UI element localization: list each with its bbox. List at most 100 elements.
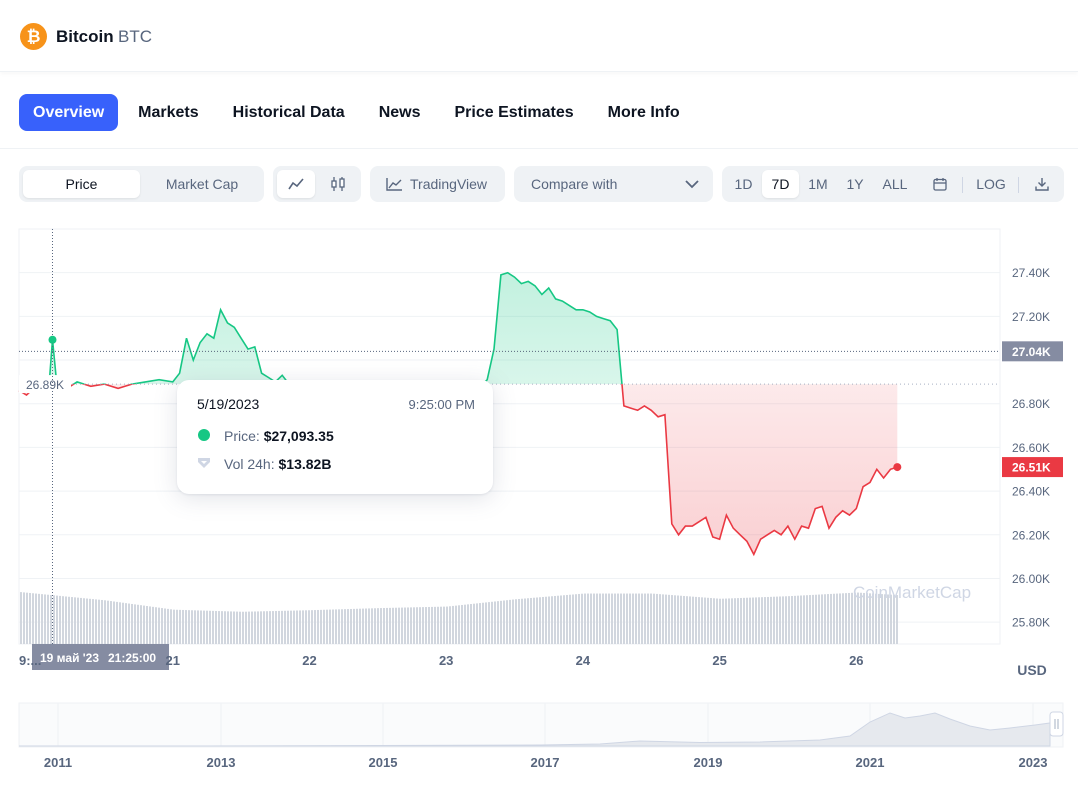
- volume-bar: [791, 595, 793, 644]
- volume-bar: [119, 602, 121, 644]
- volume-bar: [218, 611, 220, 644]
- tab-more-info[interactable]: More Info: [607, 104, 680, 121]
- volume-bar: [275, 610, 277, 644]
- volume-bar: [557, 595, 559, 644]
- volume-bar: [443, 606, 445, 644]
- volume-bar: [785, 596, 787, 644]
- volume-bar: [668, 594, 670, 644]
- line-chart-icon: [288, 178, 304, 190]
- volume-bar: [248, 611, 250, 644]
- price-lines: [18, 271, 898, 557]
- volume-bar: [161, 608, 163, 644]
- range-1d-button[interactable]: 1D: [734, 176, 753, 192]
- price-marketcap-toggle: Price Market Cap: [19, 166, 264, 202]
- price-toggle-button[interactable]: Price: [23, 170, 140, 198]
- volume-bar: [713, 598, 715, 644]
- volume-bar: [209, 610, 211, 644]
- volume-bar: [734, 598, 736, 644]
- tab-historical-data[interactable]: Historical Data: [232, 104, 345, 121]
- volume-bar: [245, 611, 247, 644]
- volume-bar: [113, 601, 115, 644]
- volume-bar: [461, 604, 463, 644]
- volume-bar: [881, 594, 883, 644]
- volume-bar: [287, 610, 289, 644]
- volume-bar: [470, 604, 472, 644]
- range-navigator[interactable]: 2011 2013 2015 2017 2019 2021 2023: [0, 700, 1078, 780]
- volume-bar: [203, 610, 205, 644]
- volume-bar: [356, 608, 358, 644]
- volume-bar: [671, 595, 673, 644]
- log-scale-button[interactable]: LOG: [976, 176, 1006, 192]
- volume-bar: [416, 607, 418, 644]
- volume-bar: [188, 610, 190, 644]
- navigator-svg[interactable]: 2011 2013 2015 2017 2019 2021 2023: [0, 700, 1078, 780]
- volume-bar: [581, 593, 583, 644]
- download-button[interactable]: [1026, 170, 1058, 198]
- volume-bar: [368, 608, 370, 644]
- y-tick-label: 27.40K: [1012, 266, 1050, 280]
- volume-bar: [722, 598, 724, 644]
- tab-markets[interactable]: Markets: [138, 104, 199, 121]
- volume-bar: [197, 610, 199, 644]
- compare-with-dropdown[interactable]: Compare with: [514, 166, 713, 202]
- tooltip-price-value: $27,093.35: [263, 428, 334, 444]
- tab-price-estimates[interactable]: Price Estimates: [454, 104, 574, 121]
- time-range-selector: 1D 7D 1M 1Y ALL LOG: [722, 166, 1064, 202]
- tooltip-price-label: Price:: [224, 428, 260, 444]
- volume-bar: [446, 606, 448, 644]
- volume-bar: [650, 593, 652, 644]
- volume-bar: [56, 595, 58, 644]
- volume-bar: [524, 598, 526, 644]
- volume-bar: [311, 610, 313, 644]
- volume-bar: [50, 595, 52, 644]
- date-range-button[interactable]: [925, 170, 955, 198]
- volume-bar: [686, 596, 688, 644]
- volume-bar: [332, 609, 334, 644]
- volume-bar: [836, 593, 838, 644]
- volume-bar: [338, 609, 340, 644]
- range-all-button[interactable]: ALL: [882, 176, 908, 192]
- volume-bar: [599, 593, 601, 644]
- volume-bar: [182, 609, 184, 644]
- tab-news[interactable]: News: [378, 104, 421, 121]
- range-1y-button[interactable]: 1Y: [846, 176, 864, 192]
- candlestick-chart-button[interactable]: [319, 170, 357, 198]
- volume-bar: [818, 594, 820, 644]
- volume-bar: [233, 611, 235, 644]
- volume-bar: [221, 611, 223, 644]
- volume-bar: [647, 593, 649, 644]
- candlestick-icon: [331, 177, 345, 191]
- price-chart-svg[interactable]: CoinMarketCap 26.89K 19 май '23 21:25:00 2…: [0, 225, 1078, 685]
- volume-bar: [98, 599, 100, 644]
- price-chart[interactable]: CoinMarketCap 26.89K 19 май '23 21:25:00 2…: [0, 225, 1078, 685]
- x-tick-label: 26: [849, 653, 863, 668]
- volume-bar: [872, 593, 874, 644]
- volume-bar: [653, 593, 655, 644]
- volume-bar: [719, 598, 721, 644]
- tradingview-button[interactable]: TradingView: [370, 166, 505, 202]
- volume-bar: [299, 610, 301, 644]
- volume-bar: [509, 599, 511, 644]
- navigator-year-labels: 2011 2013 2015 2017 2019 2021 2023: [44, 755, 1048, 770]
- range-7d-button[interactable]: 7D: [762, 170, 799, 198]
- volume-bar: [725, 598, 727, 644]
- volume-bar: [206, 610, 208, 644]
- volume-bar: [767, 596, 769, 644]
- volume-bar: [665, 594, 667, 644]
- volume-bar: [674, 595, 676, 644]
- price-dot-icon: [198, 429, 210, 441]
- volume-bar: [452, 605, 454, 644]
- market-cap-toggle-button[interactable]: Market Cap: [165, 176, 239, 192]
- range-1m-button[interactable]: 1M: [808, 176, 828, 192]
- volume-bar: [731, 598, 733, 644]
- volume-bar: [440, 606, 442, 644]
- tab-overview[interactable]: Overview: [19, 94, 119, 131]
- line-chart-button[interactable]: [277, 170, 315, 198]
- volume-bar: [590, 593, 592, 644]
- volume-bar: [878, 593, 880, 644]
- volume-bar: [455, 605, 457, 644]
- navigator-handle[interactable]: [1049, 711, 1064, 737]
- volume-bar: [251, 611, 253, 644]
- volume-bar: [593, 593, 595, 644]
- volume-bar: [347, 609, 349, 644]
